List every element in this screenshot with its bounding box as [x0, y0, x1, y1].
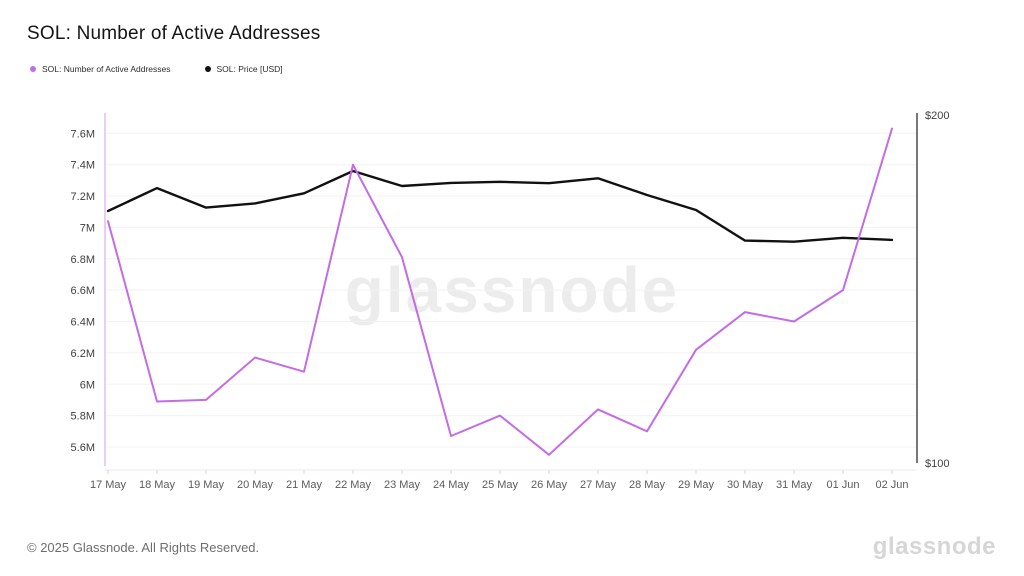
legend-dot-price-icon: [204, 66, 211, 72]
left-axis-tick-label: 7.2M: [71, 191, 95, 203]
x-axis-tick-label: 17 May: [90, 479, 127, 491]
x-axis-tick-label: 20 May: [237, 479, 274, 491]
legend-label-price: SOL: Price [USD]: [216, 64, 283, 74]
glassnode-logo: glassnode: [872, 533, 996, 560]
x-axis-tick-label: 25 May: [482, 479, 519, 491]
x-axis-tick-label: 02 Jun: [875, 479, 908, 491]
left-axis-tick-label: 5.8M: [71, 411, 95, 423]
x-axis-tick-label: 26 May: [531, 479, 568, 491]
chart-legend: SOL: Number of Active Addresses SOL: Pri…: [30, 64, 283, 74]
x-axis-tick-label: 30 May: [727, 479, 764, 491]
x-axis-tick-label: 01 Jun: [826, 479, 859, 491]
left-axis-tick-label: 5.6M: [71, 442, 95, 454]
x-axis-tick-label: 27 May: [580, 479, 617, 491]
legend-item-price[interactable]: SOL: Price [USD]: [204, 64, 283, 74]
left-axis-tick-label: 7.4M: [71, 160, 95, 172]
right-axis-tick-label: $200: [925, 110, 949, 122]
left-axis-tick-label: 6.6M: [71, 285, 95, 297]
x-axis-tick-label: 18 May: [139, 479, 176, 491]
legend-item-active-addresses[interactable]: SOL: Number of Active Addresses: [30, 64, 171, 74]
page-title: SOL: Number of Active Addresses: [27, 23, 321, 44]
x-axis-tick-label: 24 May: [433, 479, 470, 491]
left-axis-tick-label: 7.6M: [71, 128, 95, 140]
legend-label-active-addresses: SOL: Number of Active Addresses: [42, 64, 171, 74]
footer-copyright: © 2025 Glassnode. All Rights Reserved.: [27, 540, 260, 555]
left-axis-tick-label: 6.2M: [71, 348, 95, 360]
x-axis-tick-label: 22 May: [335, 479, 372, 491]
right-axis-tick-label: $100: [925, 458, 949, 470]
left-axis-tick-label: 6.8M: [71, 254, 95, 266]
x-axis-tick-label: 21 May: [286, 479, 323, 491]
legend-dot-active-addresses-icon: [30, 66, 36, 72]
left-axis-tick-label: 6M: [80, 379, 95, 391]
x-axis-tick-label: 29 May: [678, 479, 715, 491]
x-axis-tick-label: 28 May: [629, 479, 666, 491]
price-line[interactable]: [106, 169, 894, 243]
left-axis-tick-label: 6.4M: [71, 317, 95, 329]
x-axis-tick-label: 31 May: [776, 479, 813, 491]
left-axis-tick-label: 7M: [80, 222, 95, 234]
active-addresses-line[interactable]: [107, 127, 893, 456]
x-axis-tick-label: 19 May: [188, 479, 225, 491]
x-axis-tick-label: 23 May: [384, 479, 421, 491]
